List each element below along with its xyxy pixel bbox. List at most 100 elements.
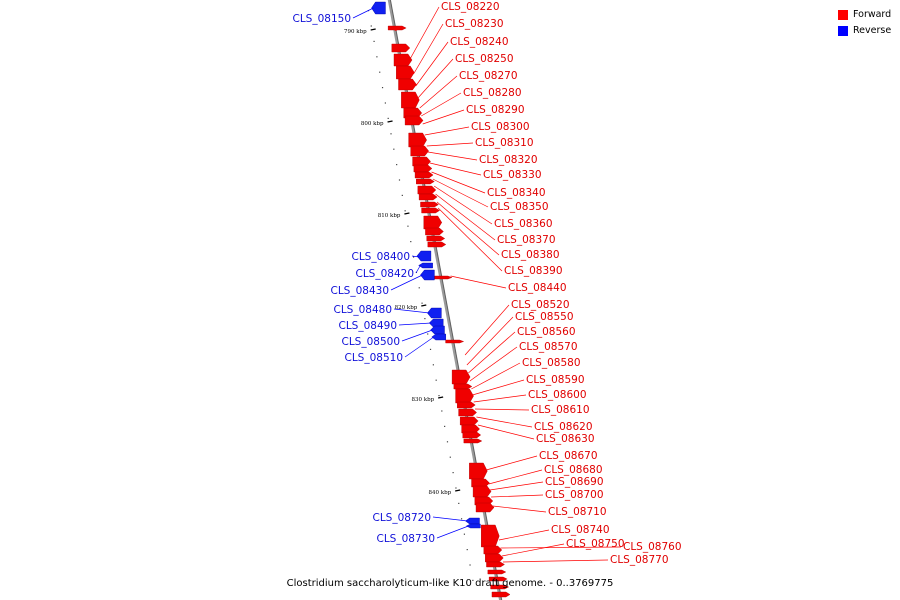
- reverse-gene-label: CLS_08480: [334, 304, 393, 316]
- reverse-gene-arrow: [430, 325, 445, 335]
- forward-gene-arrow: [398, 78, 417, 91]
- forward-gene-arrow: [486, 561, 505, 568]
- minor-tick: [373, 40, 375, 42]
- reverse-leader-line: [401, 329, 433, 342]
- forward-gene-arrow: [427, 241, 447, 248]
- forward-leader-line: [491, 494, 544, 498]
- forward-gene-label: CLS_08330: [483, 169, 542, 181]
- reverse-gene-arrow: [420, 269, 435, 281]
- kbp-tick-label: 830 kbp: [412, 397, 435, 403]
- forward-gene-label: CLS_08220: [441, 1, 500, 13]
- minor-tick: [370, 25, 372, 27]
- forward-gene-label: CLS_08700: [545, 489, 604, 501]
- forward-leader-line: [501, 543, 565, 557]
- forward-gene-arrow: [462, 431, 482, 439]
- forward-leader-line: [417, 58, 454, 99]
- forward-gene-label: CLS_08670: [539, 450, 598, 462]
- reverse-leader-line: [390, 274, 423, 291]
- forward-gene-arrow: [417, 185, 437, 195]
- reverse-leader-line: [432, 516, 468, 522]
- forward-gene-arrow: [396, 65, 415, 80]
- forward-gene-arrow: [472, 485, 492, 498]
- forward-gene-arrow: [426, 235, 446, 242]
- forward-gene-label: CLS_08270: [459, 70, 518, 82]
- legend-forward-label: Forward: [853, 9, 892, 20]
- forward-leader-line: [486, 455, 538, 471]
- minor-tick: [398, 179, 401, 181]
- forward-leader-line: [424, 126, 470, 136]
- minor-tick: [441, 410, 443, 412]
- forward-leader-line: [432, 178, 489, 208]
- forward-gene-label: CLS_08550: [515, 311, 574, 323]
- forward-gene-label: CLS_08350: [490, 201, 549, 213]
- forward-gene-arrow: [404, 115, 424, 126]
- forward-gene-arrow: [445, 339, 465, 344]
- legend-reverse: Reverse: [838, 25, 891, 36]
- kbp-tick-mark: [387, 120, 393, 123]
- forward-leader-line: [429, 162, 482, 176]
- forward-gene-arrow: [433, 275, 453, 280]
- forward-gene-label: CLS_08520: [511, 299, 570, 311]
- reverse-gene-label: CLS_08730: [377, 533, 436, 545]
- forward-leader-line: [473, 394, 527, 403]
- minor-tick: [458, 502, 460, 504]
- minor-tick: [472, 579, 474, 581]
- forward-leader-line: [464, 304, 510, 356]
- reverse-gene-label: CLS_08510: [345, 352, 404, 364]
- kbp-tick-mark: [421, 304, 427, 307]
- reverse-leader-line: [415, 264, 421, 274]
- forward-gene-arrow: [423, 215, 443, 230]
- forward-swatch: [838, 9, 848, 20]
- minor-tick: [390, 133, 392, 135]
- forward-gene-label: CLS_08250: [455, 53, 514, 65]
- forward-leader-line: [471, 362, 521, 390]
- genome-caption: Clostridium saccharolyticum-like K10 dra…: [286, 578, 614, 589]
- forward-gene-label: CLS_08580: [522, 357, 581, 369]
- forward-leader-line: [426, 142, 474, 147]
- forward-leader-line: [476, 416, 533, 428]
- minor-tick: [460, 518, 463, 520]
- kbp-tick-label: 810 kbp: [378, 213, 401, 219]
- forward-leader-line: [488, 469, 543, 485]
- forward-leader-line: [435, 193, 496, 241]
- forward-gene-arrow: [463, 438, 483, 444]
- forward-leader-line: [474, 408, 530, 411]
- legend-forward: Forward: [838, 9, 891, 20]
- forward-gene-label: CLS_08240: [450, 36, 509, 48]
- reverse-leader-line: [352, 7, 374, 19]
- forward-gene-label: CLS_08370: [497, 234, 556, 246]
- forward-gene-arrow: [475, 502, 495, 513]
- forward-gene-label: CLS_08360: [494, 218, 553, 230]
- forward-gene-arrow: [461, 424, 480, 434]
- forward-leader-line: [477, 424, 535, 440]
- forward-leader-line: [427, 151, 478, 161]
- forward-leader-line: [472, 379, 525, 396]
- minor-tick: [463, 533, 466, 535]
- forward-gene-label: CLS_08380: [501, 249, 560, 261]
- minor-tick: [379, 71, 381, 73]
- forward-gene-arrow: [420, 201, 439, 208]
- forward-gene-arrow: [457, 401, 476, 409]
- forward-gene-label: CLS_08710: [548, 506, 607, 518]
- forward-gene-arrow: [410, 145, 429, 157]
- minor-tick: [452, 472, 454, 474]
- forward-gene-arrow: [488, 576, 508, 582]
- reverse-leader-line: [411, 255, 420, 258]
- forward-leader-line: [466, 316, 514, 366]
- forward-gene-arrow: [416, 178, 435, 185]
- kbp-tick-label: 820 kbp: [395, 305, 418, 311]
- minor-tick: [438, 395, 440, 397]
- minor-tick: [449, 456, 451, 458]
- forward-gene-arrow: [469, 462, 488, 480]
- forward-gene-label: CLS_08610: [531, 404, 590, 416]
- forward-gene-arrow: [390, 26, 402, 31]
- minor-tick: [376, 56, 378, 58]
- forward-leader-line: [433, 185, 493, 225]
- minor-tick: [401, 194, 403, 196]
- forward-leader-line: [422, 109, 465, 125]
- forward-leader-line: [498, 529, 550, 541]
- forward-gene-arrow: [481, 524, 500, 548]
- forward-gene-label: CLS_08690: [545, 476, 604, 488]
- forward-gene-arrow: [401, 91, 420, 109]
